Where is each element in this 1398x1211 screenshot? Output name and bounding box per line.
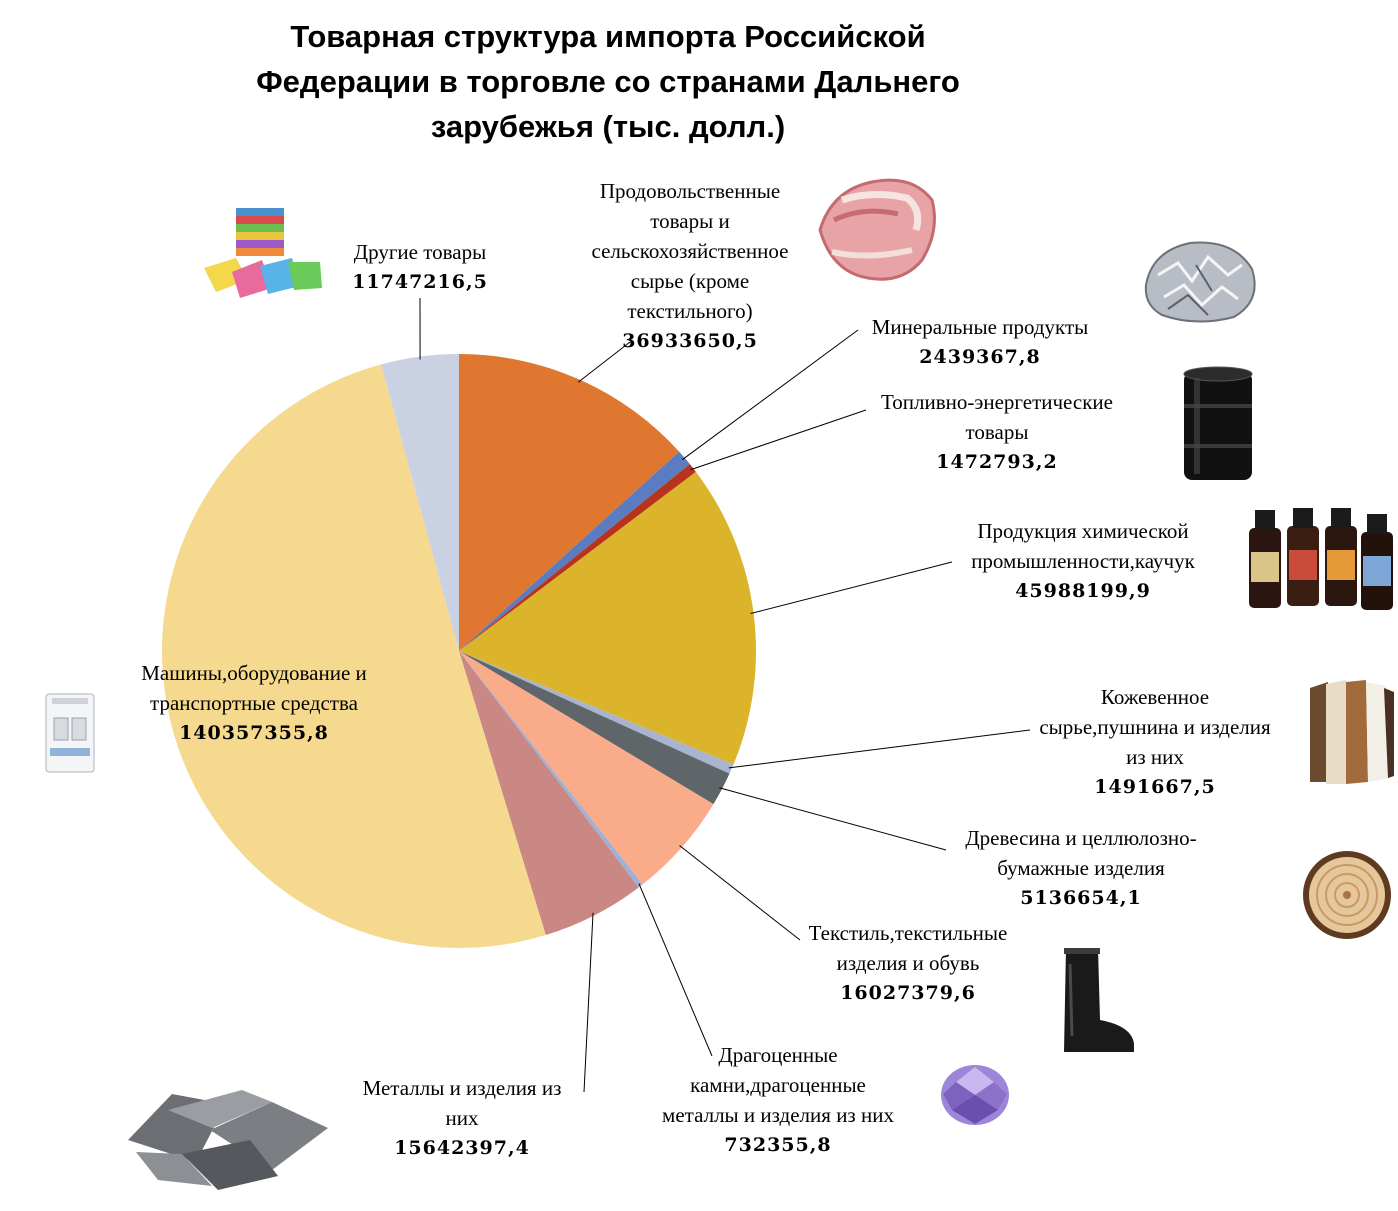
value-textile: 16027379,6 [840, 982, 976, 1004]
value-chemical: 45988199,9 [1015, 580, 1151, 602]
pie-slice-wood [459, 651, 730, 805]
leader-line-textile [679, 845, 801, 941]
leader-line-leather [728, 729, 1031, 769]
pie-slice-precious [459, 651, 643, 888]
pie-slice-mineral [459, 451, 690, 651]
label-precious: Драгоценные камни,драгоценные металлы и … [640, 1040, 916, 1160]
aluminum-foil-image [1144, 241, 1256, 323]
value-metals: 15642397,4 [394, 1137, 530, 1159]
value-other: 11747216,5 [352, 271, 488, 293]
value-fuel: 1472793,2 [936, 451, 1058, 473]
leader-line-food [577, 341, 631, 383]
label-textile: Текстиль,текстильные изделия и обувь 160… [790, 918, 1026, 1008]
value-wood: 5136654,1 [1020, 887, 1142, 909]
leader-line-mineral [681, 329, 859, 461]
leader-line-wood [719, 787, 947, 851]
pie-slice-leather [459, 651, 734, 774]
label-machinery: Машины,оборудование и транспортные средс… [118, 658, 390, 748]
fur-coats-image [1310, 680, 1394, 784]
pie-slice-machinery [161, 364, 546, 949]
value-precious: 732355,8 [724, 1134, 832, 1156]
oil-barrel-image [1183, 366, 1253, 480]
rubber-boot-image [1064, 948, 1134, 1052]
leader-line-fuel [690, 409, 867, 471]
pie-slice-chemical [459, 471, 756, 765]
wood-log-image [1303, 851, 1391, 939]
circuit-breaker-image [45, 693, 95, 773]
metal-ingots-image [128, 1090, 328, 1190]
chemical-bottles-image [1249, 508, 1393, 610]
chart-title: Товарная структура импорта Российской Фе… [256, 19, 960, 144]
value-leather: 1491667,5 [1094, 776, 1216, 798]
value-mineral: 2439367,8 [919, 346, 1041, 368]
meat-image [818, 178, 936, 281]
pie-slice-textile [459, 651, 714, 885]
label-metals: Металлы и изделия из них 15642397,4 [344, 1073, 580, 1163]
leader-line-metals [583, 912, 594, 1093]
label-wood: Древесина и целлюлозно- бумажные изделия… [946, 823, 1216, 913]
label-food: Продовольственные товары и сельскохозяйс… [570, 176, 810, 356]
label-leather: Кожевенное сырье,пушнина и изделия из ни… [1020, 682, 1290, 802]
label-other: Другие товары 11747216,5 [330, 237, 510, 297]
pie-slice-fuel [459, 464, 696, 651]
label-chemical: Продукция химической промышленности,кауч… [952, 516, 1214, 606]
leader-line-chemical [750, 561, 953, 615]
pie-slice-other [381, 354, 459, 651]
gemstone-image [941, 1065, 1009, 1125]
value-machinery: 140357355,8 [179, 722, 329, 744]
label-fuel: Топливно-энергетические товары 1472793,2 [862, 387, 1132, 477]
pie-slice-metals [459, 651, 639, 936]
towels-image [204, 208, 322, 298]
value-food: 36933650,5 [622, 330, 758, 352]
label-mineral: Минеральные продукты 2439367,8 [852, 312, 1108, 372]
pie-slice-food [459, 354, 680, 651]
leader-line-precious [638, 883, 713, 1057]
